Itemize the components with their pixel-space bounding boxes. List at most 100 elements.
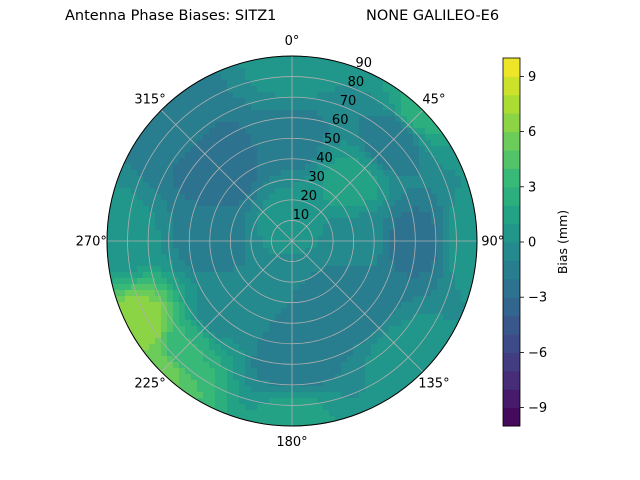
heat-cell <box>335 158 342 165</box>
heat-cell <box>137 200 144 207</box>
heat-cell <box>395 224 402 231</box>
heat-cell <box>341 80 348 87</box>
heat-cell <box>233 368 240 375</box>
heat-cell <box>227 350 234 357</box>
heat-cell <box>209 104 216 111</box>
heat-cell <box>275 206 282 213</box>
heat-cell <box>389 332 396 339</box>
heat-cell <box>323 290 330 297</box>
heat-cell <box>329 200 336 207</box>
heat-cell <box>413 116 420 123</box>
heat-cell <box>371 98 378 105</box>
heat-cell <box>281 236 288 243</box>
heat-cell <box>347 332 354 339</box>
heat-cell <box>341 320 348 327</box>
heat-cell <box>341 260 348 267</box>
heat-cell <box>365 134 372 141</box>
heat-cell <box>179 386 186 393</box>
heat-cell <box>119 206 126 213</box>
heat-cell <box>227 134 234 141</box>
heat-cell <box>353 104 360 111</box>
heat-cell <box>167 320 174 327</box>
heat-cell <box>233 410 240 417</box>
heat-cell <box>239 314 246 321</box>
heat-cell <box>317 338 324 345</box>
heat-cell <box>365 146 372 153</box>
heat-cell <box>239 128 246 135</box>
heat-cell <box>155 218 162 225</box>
heat-cell <box>251 380 258 387</box>
heat-cell <box>287 308 294 315</box>
heat-cell <box>347 212 354 219</box>
heat-cell <box>365 98 372 105</box>
heat-cell <box>203 200 210 207</box>
heat-cell <box>359 122 366 129</box>
heat-cell <box>269 68 276 75</box>
heat-cell <box>425 158 432 165</box>
heat-cell <box>395 278 402 285</box>
heat-cell <box>227 74 234 81</box>
heat-cell <box>221 302 228 309</box>
heat-cell <box>335 410 342 417</box>
heat-cell <box>365 110 372 117</box>
heat-cell <box>371 104 378 111</box>
heat-cell <box>143 284 150 291</box>
heat-cell <box>137 182 144 189</box>
heat-cell <box>227 416 234 423</box>
heat-cell <box>281 188 288 195</box>
heat-cell <box>287 278 294 285</box>
heat-cell <box>461 212 468 219</box>
theta-gridline <box>160 240 293 373</box>
heat-cell <box>167 164 174 171</box>
heat-cell <box>425 278 432 285</box>
heat-cell <box>281 86 288 93</box>
heat-cell <box>251 386 258 393</box>
heat-cell <box>239 404 246 411</box>
heat-cell <box>377 230 384 237</box>
heat-cell <box>167 296 174 303</box>
heat-cell <box>395 326 402 333</box>
heat-cell <box>197 344 204 351</box>
heat-cell <box>119 290 126 297</box>
heat-cell <box>437 344 444 351</box>
heat-cell <box>257 368 264 375</box>
heat-cell <box>167 134 174 141</box>
heat-cell <box>365 386 372 393</box>
heat-cell <box>137 260 144 267</box>
heat-cell <box>383 128 390 135</box>
heat-cell <box>185 254 192 261</box>
heat-cell <box>239 296 246 303</box>
heat-cell <box>275 116 282 123</box>
heat-cell <box>143 206 150 213</box>
heat-cell <box>407 164 414 171</box>
heat-cell <box>179 290 186 297</box>
heat-cell <box>275 326 282 333</box>
heat-cell <box>371 194 378 201</box>
heat-cell <box>317 104 324 111</box>
heat-cell <box>263 110 270 117</box>
heat-cell <box>275 242 282 249</box>
heat-cell <box>239 212 246 219</box>
heat-cell <box>473 284 477 291</box>
heat-cell <box>383 248 390 255</box>
heat-cell <box>257 344 264 351</box>
heat-cell <box>371 368 378 375</box>
heat-cell <box>311 242 318 249</box>
heat-cell <box>179 266 186 273</box>
heat-cell <box>461 284 468 291</box>
heat-cell <box>233 272 240 279</box>
heat-cell <box>347 392 354 399</box>
heat-cell <box>341 368 348 375</box>
heat-cell <box>353 380 360 387</box>
heat-cell <box>287 128 294 135</box>
heat-cell <box>305 188 312 195</box>
colorbar-tick-label: −3 <box>528 291 547 306</box>
heat-cell <box>359 338 366 345</box>
heat-cell <box>437 200 444 207</box>
heat-cell <box>443 140 450 147</box>
heat-cell <box>443 164 450 171</box>
heat-cell <box>305 116 312 123</box>
heat-cell <box>323 236 330 243</box>
colorbar-level <box>503 186 520 206</box>
heat-cell <box>377 80 384 87</box>
